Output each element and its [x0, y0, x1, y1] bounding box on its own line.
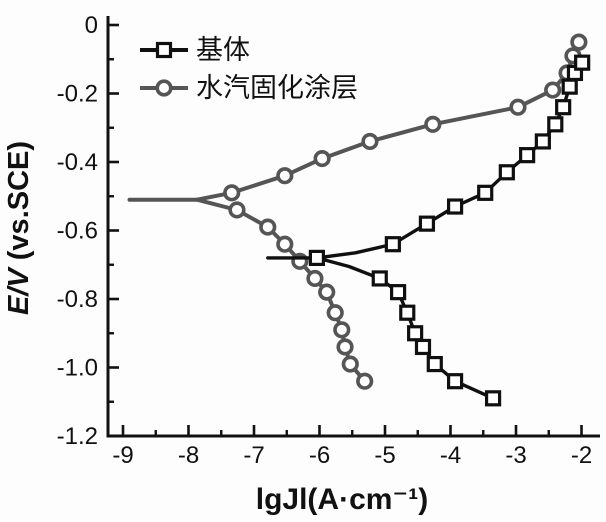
- x-tick-label: -3: [505, 442, 526, 469]
- x-tick-label: -9: [112, 442, 133, 469]
- y-tick-label: 0: [85, 12, 98, 39]
- x-tick-label: -2: [571, 442, 592, 469]
- series-coating-marker: [356, 372, 374, 390]
- legend-item: 基体: [140, 35, 250, 65]
- series-coating-marker: [570, 33, 588, 51]
- series-substrate-marker: [399, 304, 416, 321]
- x-axis-title: lgJl(A·cm⁻¹): [256, 483, 429, 516]
- series-substrate-marker: [308, 249, 325, 266]
- series-substrate-marker: [498, 164, 515, 181]
- legend-marker-square-icon: [155, 41, 173, 59]
- series-substrate-marker: [384, 236, 401, 253]
- y-tick-label: -1.2: [57, 423, 98, 450]
- series-coating-marker: [333, 321, 351, 339]
- series-substrate-marker: [547, 116, 564, 133]
- series-coating-marker: [341, 355, 359, 373]
- series-substrate-marker: [446, 373, 464, 390]
- series-coating-marker: [318, 283, 336, 301]
- x-tick-label: -5: [374, 442, 395, 469]
- series-coating-marker: [313, 149, 331, 168]
- series-coating-marker: [223, 184, 241, 202]
- series-coating-marker: [326, 304, 344, 322]
- legend-marker-circle-icon: [155, 79, 173, 97]
- legend-item-label: 水汽固化涂层: [196, 73, 358, 103]
- y-tick-label: -1.0: [57, 355, 98, 382]
- series-substrate-marker: [477, 184, 494, 201]
- series-coating-marker: [336, 338, 354, 356]
- y-tick-label: -0.6: [57, 218, 98, 245]
- series-coating-marker: [361, 132, 379, 151]
- series-substrate-marker: [561, 78, 578, 95]
- y-tick-label: -0.8: [57, 286, 98, 313]
- series-substrate-marker: [555, 99, 572, 116]
- series-substrate-marker: [446, 198, 464, 215]
- series-substrate-marker: [371, 270, 388, 287]
- series-substrate-marker: [534, 133, 551, 150]
- series-substrate-marker: [519, 147, 536, 164]
- x-tick-label: -4: [440, 442, 461, 469]
- series-substrate: [266, 54, 591, 407]
- series-coating-marker: [276, 235, 294, 253]
- series-coating-marker: [306, 269, 324, 288]
- series-coating-marker: [509, 98, 527, 116]
- series-substrate-marker: [418, 215, 436, 232]
- series-coating: [127, 33, 588, 390]
- legend-item: 水汽固化涂层: [140, 73, 358, 103]
- series-substrate-marker: [407, 325, 424, 342]
- x-tick-label: -6: [309, 442, 330, 469]
- series-substrate-marker: [574, 54, 591, 71]
- series-substrate-marker: [414, 338, 432, 356]
- series-substrate-marker: [390, 284, 407, 301]
- y-tick-label: -0.2: [57, 81, 98, 108]
- y-axis-title: E/V (vs.SCE): [3, 141, 35, 315]
- series-substrate-marker: [426, 355, 443, 373]
- series-coating-marker: [228, 201, 246, 219]
- series-coating-marker: [259, 218, 277, 236]
- series-coating-marker: [544, 81, 562, 99]
- series-substrate-line: [315, 256, 495, 400]
- series-coating-marker: [276, 167, 294, 185]
- x-tick-label: -8: [178, 442, 199, 469]
- legend-item-label: 基体: [196, 35, 250, 65]
- series-coating-marker: [424, 115, 442, 133]
- y-tick-label: -0.4: [57, 149, 98, 176]
- series-coating-line: [195, 197, 367, 384]
- x-tick-label: -7: [243, 442, 264, 469]
- series-substrate-marker: [484, 390, 502, 407]
